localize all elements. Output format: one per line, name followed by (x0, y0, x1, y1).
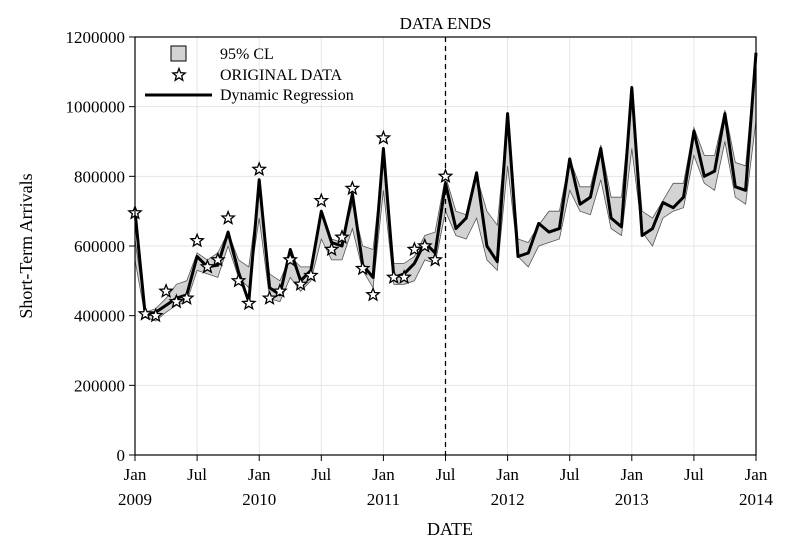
x-tick-label: Jan (124, 465, 147, 484)
original-data-point (230, 272, 247, 288)
original-data-point (251, 161, 268, 177)
data-ends-label: DATA ENDS (400, 14, 492, 33)
original-data-point (271, 282, 288, 298)
y-tick-label: 400000 (74, 307, 125, 326)
x-tick-label: Jul (684, 465, 704, 484)
original-data-point (303, 267, 319, 283)
x-tick-label: Jan (248, 465, 271, 484)
original-data-markers (127, 129, 454, 323)
original-data-point (406, 241, 423, 257)
y-tick-label: 0 (117, 446, 126, 465)
original-data-point (282, 251, 299, 267)
original-data-point (416, 237, 433, 253)
legend-label-original: ORIGINAL DATA (220, 67, 343, 84)
original-data-point (220, 209, 237, 225)
regression-line-layer (133, 52, 758, 318)
x-tick-label: Jul (436, 465, 456, 484)
original-data-point (158, 283, 174, 298)
x-tick-year-label: 2010 (242, 490, 276, 509)
x-tick-year-label: 2014 (739, 490, 774, 509)
x-tick-label: Jan (620, 465, 643, 484)
y-tick-label: 600000 (74, 237, 125, 256)
y-tick-label: 200000 (74, 376, 125, 395)
original-data-point (261, 290, 278, 305)
legend: 95% CL ORIGINAL DATA Dynamic Regression (145, 45, 354, 104)
original-data-point (375, 129, 392, 145)
original-data-point (344, 180, 361, 196)
original-data-point (137, 305, 154, 321)
x-tick-label: Jan (745, 465, 768, 484)
y-tick-label: 1200000 (66, 28, 126, 47)
original-data-point (365, 286, 381, 302)
legend-band-swatch (170, 45, 187, 62)
original-data-point (313, 192, 330, 208)
original-data-point (292, 275, 309, 292)
x-axis-title: DATE (427, 519, 473, 539)
x-tick-year-label: 2013 (615, 490, 649, 509)
legend-label-regression: Dynamic Regression (220, 87, 354, 104)
original-data-point (334, 228, 350, 245)
original-data-point (199, 258, 216, 274)
y-tick-label: 1000000 (66, 98, 126, 117)
x-tick-label: Jan (372, 465, 395, 484)
original-data-point (323, 241, 340, 257)
x-axis: Jan 2009 Jul Jan 2010 Jul Jan 2011 Jul Jan 2012 Jul… (118, 455, 774, 509)
x-tick-year-label: 2011 (367, 490, 400, 509)
legend-star-marker (171, 66, 187, 82)
x-tick-year-label: 2012 (491, 490, 525, 509)
original-data-point (437, 167, 454, 184)
original-data-point (427, 251, 444, 267)
original-data-point (189, 232, 206, 248)
dynamic-regression-line (133, 52, 758, 318)
original-data-point (168, 293, 185, 309)
original-data-point (354, 260, 371, 276)
original-data-point (209, 251, 226, 267)
original-data-point (178, 290, 195, 305)
y-tick-label: 800000 (74, 167, 125, 186)
original-data-point (396, 269, 413, 285)
y-axis-title: Short-Term Arrivals (16, 173, 36, 318)
x-tick-label: Jul (560, 465, 580, 484)
x-tick-year-label: 2009 (118, 490, 152, 509)
legend-label-band: 95% CL (220, 46, 274, 63)
original-data-point (147, 307, 164, 323)
y-axis: 0 200000 400000 600000 800000 1000000 1200000 (66, 28, 135, 465)
data-ends-annotation: DATA ENDS (400, 14, 492, 455)
original-data-point (240, 295, 257, 311)
x-tick-label: Jul (187, 465, 207, 484)
x-tick-label: Jan (496, 465, 519, 484)
x-tick-label: Jul (311, 465, 331, 484)
